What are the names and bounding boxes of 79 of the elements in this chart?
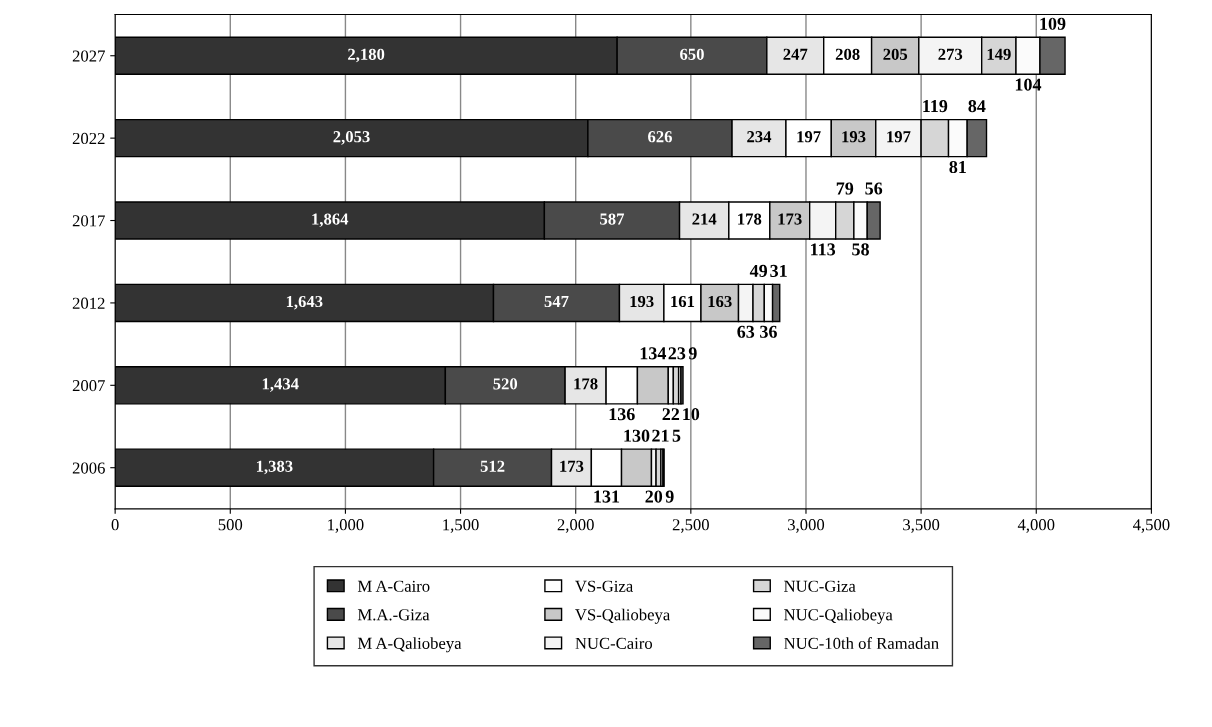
data-label: 20 [645,490,663,503]
data-label: 10 [683,408,700,421]
data-label: 650 [680,48,704,60]
x-tick-label: 500 [218,519,243,531]
data-label: 197 [887,131,911,143]
y-tick-label: 2012 [72,297,105,309]
legend-label: NUC-Giza [784,580,856,592]
x-tick-label: 4,500 [1132,519,1170,533]
data-label: 79 [836,182,854,195]
x-tick-label: 4,000 [1017,519,1055,533]
data-label: 84 [968,100,986,113]
data-label: 113 [811,243,836,256]
legend-label: NUC-Cairo [575,637,653,649]
x-tick-label: 1,500 [443,519,479,533]
data-label: 2,180 [348,48,385,63]
y-tick-label: 2006 [72,462,105,474]
x-tick-label: 1,000 [328,519,364,533]
data-label: 9 [688,347,697,360]
legend-label: VS-Giza [575,580,633,592]
data-label: 193 [630,295,654,308]
data-label: 131 [594,490,620,503]
data-label: 1,434 [262,378,299,392]
x-tick-label: 3,000 [788,519,825,533]
x-tick-label: 2,500 [672,519,709,533]
y-tick-label: 2007 [72,380,105,392]
x-tick-label: 2,000 [557,519,594,533]
data-label: 130 [624,429,650,442]
data-label: 31 [770,264,787,277]
data-label: 163 [708,295,732,308]
data-label: 1,383 [256,460,293,475]
data-label: 136 [609,408,635,421]
y-tick-label: 2027 [72,50,105,62]
legend-label: M A-Qaliobeya [357,637,462,653]
data-label: 36 [760,325,777,338]
data-label: 173 [560,460,584,472]
data-label: 1,864 [312,213,349,228]
data-label: 161 [671,295,695,308]
data-label: 58 [852,243,869,256]
data-label: 63 [737,325,755,338]
data-label: 205 [883,48,908,60]
data-label: 547 [544,295,569,308]
data-label: 56 [865,182,883,195]
legend-label: M.A.-Giza [357,609,430,621]
legend-label: NUC-Qaliobeya [784,608,893,624]
y-tick-label: 2017 [72,215,105,227]
data-label: 214 [692,213,717,225]
data-label: 22 [662,408,680,421]
data-label: 197 [797,131,821,143]
data-label: 520 [493,378,518,390]
data-label: 9 [665,490,674,503]
data-label: 247 [783,48,808,60]
data-label: 21 [652,429,669,442]
legend-label: NUC-10th of Ramadan [784,637,939,649]
data-label: 2,053 [333,131,370,145]
data-label: 273 [938,48,963,60]
data-label: 81 [949,160,966,174]
x-tick-label: 0 [111,519,119,531]
data-label: 178 [738,213,762,225]
data-label: 208 [835,48,860,60]
data-label: 104 [1015,78,1042,91]
data-label: 5 [672,429,681,442]
legend-label: M A-Cairo [357,580,430,592]
data-label: 119 [923,100,948,113]
data-label: 149 [987,48,1011,60]
x-tick-label: 3,500 [903,519,940,533]
y-tick-label: 2022 [72,132,105,145]
data-label: 109 [1040,17,1066,30]
data-label: 178 [574,378,598,390]
data-label: 134 [640,347,667,360]
data-label: 49 [749,264,768,277]
data-label: 173 [778,213,802,225]
legend-label: VS-Qaliobeya [575,608,671,624]
data-label: 512 [480,460,505,472]
data-label: 23 [668,347,686,360]
data-label: 193 [842,131,866,143]
data-label: 234 [747,131,772,143]
data-label: 626 [648,131,672,143]
data-label: 587 [600,213,625,225]
data-label: 1,643 [286,295,323,310]
